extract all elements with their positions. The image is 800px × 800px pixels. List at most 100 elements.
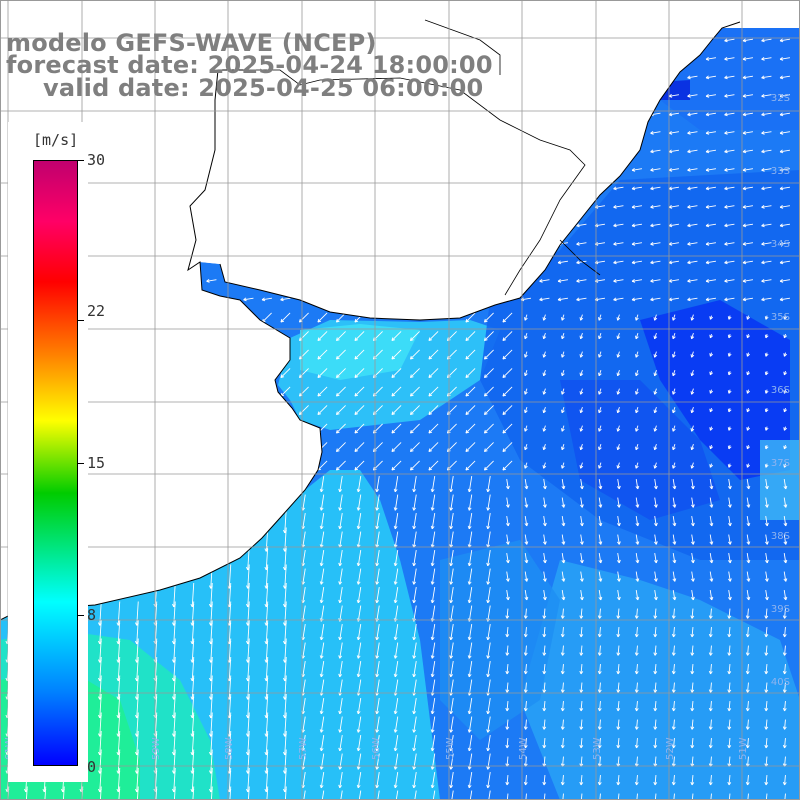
wind-arrow — [779, 204, 791, 209]
wind-arrow — [561, 534, 566, 545]
valid-date: valid date: 2025-04-25 06:00:00 — [43, 74, 484, 102]
wind-arrow — [465, 423, 476, 434]
wind-arrow — [705, 56, 717, 61]
wind-arrow — [430, 624, 436, 641]
wind-arrow — [650, 223, 661, 228]
wind-arrow — [709, 589, 714, 601]
wind-arrow — [579, 351, 584, 358]
wind-arrow — [783, 589, 788, 601]
wind-arrow — [653, 351, 658, 358]
wind-arrow — [617, 793, 620, 800]
wind-arrow — [539, 278, 550, 283]
wind-arrow — [687, 149, 698, 154]
wind-arrow — [428, 368, 439, 379]
wind-arrow — [356, 550, 362, 567]
wind-arrow — [616, 719, 621, 730]
wind-arrow — [727, 700, 732, 712]
wind-arrow — [486, 568, 491, 585]
wind-arrow — [705, 130, 717, 135]
wind-arrow — [724, 75, 735, 80]
wind-arrow — [483, 386, 494, 397]
wind-arrow — [319, 550, 325, 567]
wind-arrow — [560, 608, 565, 619]
wind-arrow — [745, 682, 750, 693]
wind-arrow — [708, 682, 713, 693]
wind-arrow — [393, 698, 399, 715]
wind-arrow — [486, 753, 491, 770]
wind-arrow — [761, 278, 772, 283]
wind-arrow — [634, 645, 639, 656]
wind-arrow — [653, 589, 658, 601]
wind-arrow — [635, 571, 640, 582]
wind-arrow — [764, 426, 769, 431]
wind-arrow — [524, 515, 529, 527]
wind-arrow — [465, 331, 476, 342]
wind-arrow — [672, 515, 677, 527]
wind-arrow — [761, 186, 772, 191]
wind-arrow — [356, 642, 362, 659]
wind-arrow — [653, 645, 658, 656]
wind-arrow — [335, 368, 346, 379]
wind-arrow — [764, 370, 769, 376]
wind-arrow — [746, 552, 751, 564]
wind-arrow — [412, 753, 417, 770]
wind-arrow — [375, 698, 380, 715]
wind-arrow — [653, 444, 658, 451]
wind-arrow — [650, 186, 661, 191]
wind-arrow — [409, 460, 420, 471]
wind-arrow — [742, 260, 754, 265]
wind-arrow — [764, 389, 769, 394]
wind-arrow — [616, 534, 621, 545]
wind-arrow — [467, 716, 473, 733]
wind-arrow — [576, 223, 587, 228]
wind-arrow — [542, 719, 547, 730]
wind-arrow — [653, 552, 658, 564]
wind-arrow — [727, 682, 732, 693]
wind-arrow — [672, 462, 676, 469]
wind-arrow — [690, 608, 695, 619]
wind-arrow — [764, 463, 769, 468]
wind-arrow — [579, 497, 584, 508]
wind-arrow — [465, 386, 476, 397]
wind-arrow — [486, 494, 491, 511]
wind-arrow — [782, 645, 787, 656]
wind-arrow — [505, 497, 510, 508]
wind-arrow — [742, 112, 754, 117]
wind-arrow — [412, 735, 417, 752]
wind-arrow — [746, 315, 751, 320]
wind-arrow — [523, 626, 528, 638]
wind-arrow — [634, 737, 639, 749]
wind-arrow — [783, 463, 788, 468]
wind-arrow — [668, 204, 680, 209]
wind-arrow — [727, 552, 732, 564]
wind-arrow — [319, 568, 325, 585]
wind-arrow — [705, 278, 717, 283]
wind-arrow — [280, 368, 291, 379]
wind-arrow — [449, 661, 454, 678]
wind-arrow — [746, 444, 751, 450]
wind-arrow — [428, 331, 439, 342]
wind-arrow — [616, 663, 621, 675]
wind-arrow — [727, 589, 732, 601]
wind-arrow — [261, 297, 273, 302]
wind-arrow — [412, 513, 417, 530]
wind-arrow — [375, 568, 380, 585]
wind-arrow — [561, 462, 565, 469]
wind-arrow — [375, 476, 380, 493]
wind-arrow — [391, 368, 402, 379]
wind-arrow — [502, 405, 513, 416]
light-patch-east — [760, 440, 800, 520]
wind-arrow — [724, 223, 735, 228]
wind-arrow — [393, 772, 399, 789]
wind-arrow — [779, 223, 791, 228]
wind-arrow — [635, 333, 639, 340]
wind-arrow — [709, 352, 714, 357]
wind-arrow — [724, 93, 735, 98]
wind-arrow — [523, 682, 528, 693]
wind-arrow — [690, 645, 695, 656]
colorbar-tick-15: 15 — [87, 454, 106, 472]
wind-arrow — [779, 93, 791, 98]
wind-arrow — [613, 297, 624, 302]
wind-arrow — [502, 312, 513, 323]
wind-arrow — [690, 444, 695, 451]
